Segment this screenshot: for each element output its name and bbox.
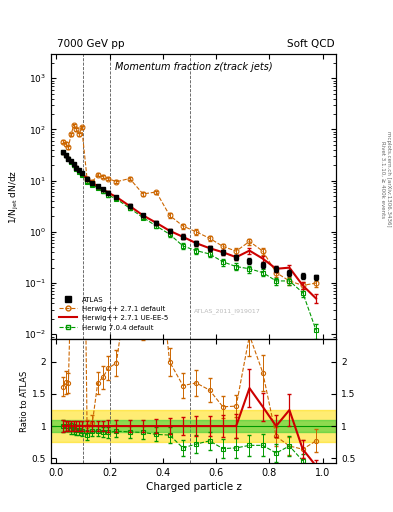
Text: Soft QCD: Soft QCD bbox=[287, 38, 335, 49]
Text: 7000 GeV pp: 7000 GeV pp bbox=[57, 38, 125, 49]
Text: ATLAS_2011_I919017: ATLAS_2011_I919017 bbox=[195, 308, 261, 313]
Text: Momentum fraction z(track jets): Momentum fraction z(track jets) bbox=[115, 62, 272, 72]
Text: mcplots.cern.ch [arXiv:1306.3436]: mcplots.cern.ch [arXiv:1306.3436] bbox=[386, 132, 391, 227]
Y-axis label: 1/N$_\mathrm{jet}$ dN/dz: 1/N$_\mathrm{jet}$ dN/dz bbox=[8, 169, 21, 224]
Text: Rivet 3.1.10, ≥ 400k events: Rivet 3.1.10, ≥ 400k events bbox=[381, 141, 386, 218]
Legend: ATLAS, Herwig++ 2.7.1 default, Herwig++ 2.7.1 UE-EE-5, Herwig 7.0.4 default: ATLAS, Herwig++ 2.7.1 default, Herwig++ … bbox=[57, 294, 171, 333]
Y-axis label: Ratio to ATLAS: Ratio to ATLAS bbox=[20, 371, 29, 432]
X-axis label: Charged particle z: Charged particle z bbox=[146, 482, 241, 493]
